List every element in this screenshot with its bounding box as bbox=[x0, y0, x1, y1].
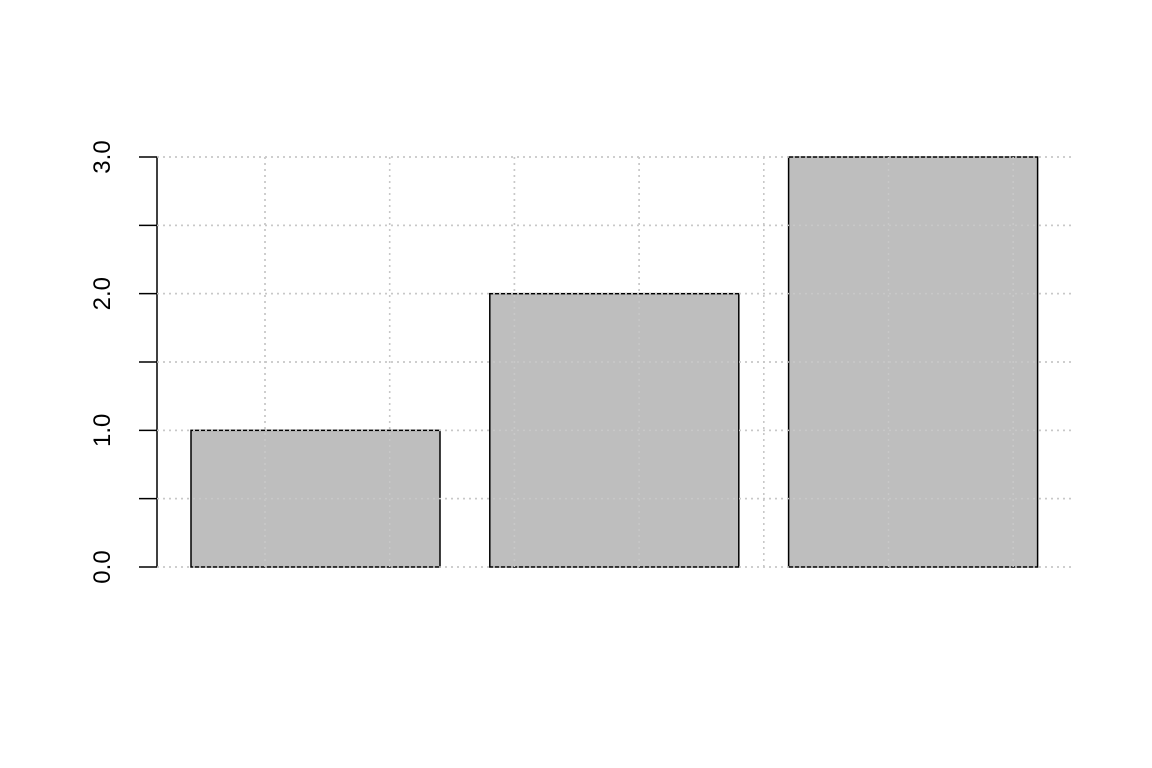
y-axis-tick-label: 3.0 bbox=[89, 140, 116, 173]
y-axis: 0.0 1.0 2.0 3.0 bbox=[89, 140, 158, 584]
grid-lines-overlay bbox=[157, 156, 1072, 568]
y-axis-tick-label: 1.0 bbox=[89, 414, 116, 447]
bar bbox=[190, 429, 441, 568]
y-axis-tick-label: 0.0 bbox=[89, 550, 116, 583]
y-axis-tick-label: 2.0 bbox=[89, 277, 116, 310]
